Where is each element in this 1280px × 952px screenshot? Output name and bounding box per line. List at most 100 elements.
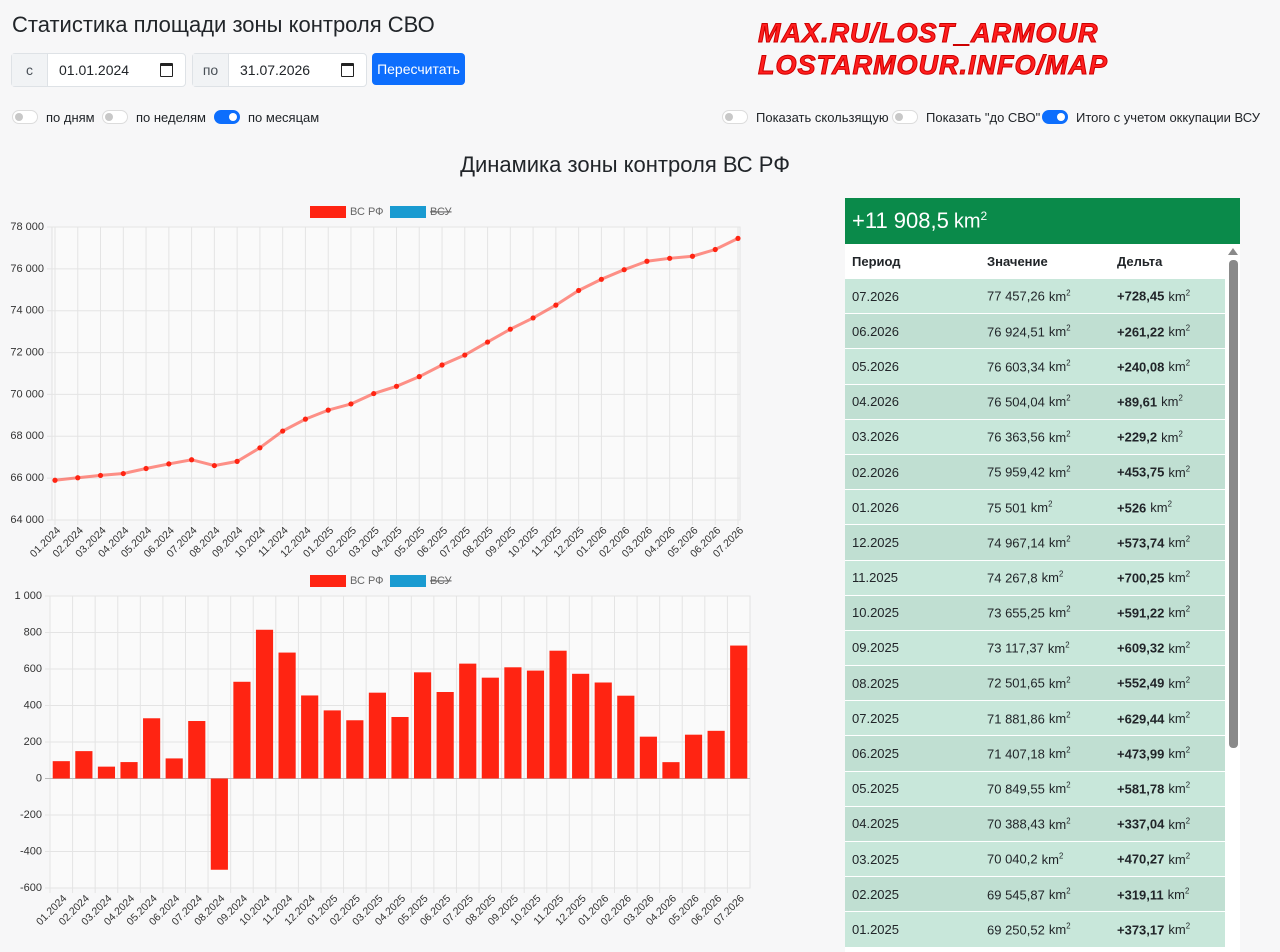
cell-unit: km2 xyxy=(1168,675,1191,691)
table-cell: 76 924,51 km2 xyxy=(987,324,1117,339)
bar xyxy=(233,681,251,779)
data-point xyxy=(120,470,126,477)
cell-unit-power: 2 xyxy=(1065,640,1070,650)
toggle-switch[interactable] xyxy=(892,110,918,124)
table-cell: 02.2026 xyxy=(845,465,987,480)
toggle[interactable]: по месяцам xyxy=(214,109,319,125)
data-point xyxy=(598,276,605,282)
table-cell: +526 km2 xyxy=(1117,500,1225,515)
calendar-icon[interactable] xyxy=(341,63,354,77)
toggle[interactable]: по дням xyxy=(12,109,95,125)
cell-text: 05.2025 xyxy=(852,781,899,797)
cell-unit: km2 xyxy=(1168,534,1191,551)
table-row: 03.2026 76 363,56 km2 +229,2 km2 xyxy=(845,418,1225,454)
cell-text: 07.2025 xyxy=(852,710,899,726)
cell-unit-power: 2 xyxy=(1185,323,1191,333)
cell-unit-power: 2 xyxy=(1185,675,1191,685)
date-from[interactable]: с 01.01.2024 xyxy=(11,53,186,87)
y-tick-label: -200 xyxy=(20,809,42,821)
legend-swatch xyxy=(310,575,346,587)
cell-unit: km2 xyxy=(1041,851,1064,867)
cell-unit: km2 xyxy=(1030,499,1053,515)
table-cell: 06.2025 xyxy=(845,746,987,761)
bar xyxy=(684,734,703,779)
total-value: +11 908,5 xyxy=(852,208,949,233)
cell-unit: km2 xyxy=(1150,499,1172,515)
table-cell: 07.2025 xyxy=(845,711,987,726)
cell-text: 06.2026 xyxy=(852,323,899,339)
total-unit: km2 xyxy=(953,208,988,233)
table-row: 03.2025 70 040,2 km2 +470,27 km2 xyxy=(845,841,1225,877)
toggle-switch[interactable] xyxy=(214,110,240,124)
cell-unit-power: 2 xyxy=(1066,323,1071,333)
cell-unit: km2 xyxy=(1168,323,1191,339)
cell-unit: km2 xyxy=(1168,605,1191,621)
cell-unit: km2 xyxy=(1048,605,1071,621)
data-point xyxy=(348,401,354,407)
y-tick-label: 600 xyxy=(24,663,42,675)
date-to[interactable]: по 31.07.2026 xyxy=(192,53,367,87)
toggle[interactable]: Итого с учетом оккупации ВСУ xyxy=(1042,109,1260,125)
bar xyxy=(459,663,477,779)
toggle-switch[interactable] xyxy=(12,110,38,124)
cell-text: 11.2025 xyxy=(852,570,899,586)
cell-text: +573,74 xyxy=(1117,535,1165,551)
cell-text: 01.2026 xyxy=(852,499,899,515)
y-tick-label: 76 000 xyxy=(10,263,44,275)
data-point xyxy=(302,416,309,422)
toggle-switch[interactable] xyxy=(722,110,748,124)
recalc-button[interactable]: Пересчитать xyxy=(372,53,465,85)
scroll-arrow[interactable] xyxy=(1228,248,1238,255)
table-cell: +591,22 km2 xyxy=(1117,605,1225,620)
cell-unit: km2 xyxy=(1168,358,1191,375)
table-row: 06.2026 76 924,51 km2 +261,22 km2 xyxy=(845,313,1225,349)
scrollbar[interactable] xyxy=(1229,260,1238,748)
bar xyxy=(639,736,657,779)
toggle[interactable]: Показать скользящую xyxy=(722,109,889,125)
cell-unit: km2 xyxy=(1048,781,1071,797)
column-header: Значение xyxy=(987,253,1048,269)
cell-text: 08.2025 xyxy=(852,675,899,691)
table-cell: 04.2025 xyxy=(845,816,987,831)
cell-unit-power: 2 xyxy=(1178,429,1183,439)
bar xyxy=(617,695,635,779)
toggle[interactable]: по неделям xyxy=(102,109,206,125)
table-cell: +728,45 km2 xyxy=(1117,288,1225,303)
cell-unit-power: 2 xyxy=(1066,675,1071,685)
cell-unit-power: 2 xyxy=(1185,851,1191,861)
y-tick-label: 800 xyxy=(24,626,42,638)
table-cell: 03.2026 xyxy=(845,429,987,444)
cell-unit-power: 2 xyxy=(1066,781,1071,791)
cell-unit-power: 2 xyxy=(1066,358,1071,368)
toggle-label: по неделям xyxy=(136,109,206,125)
toggle-switch[interactable] xyxy=(1042,110,1068,124)
calendar-icon[interactable] xyxy=(160,63,173,77)
toggle-knob xyxy=(15,113,23,121)
cell-unit: km2 xyxy=(1048,534,1071,551)
cell-text: 70 388,43 xyxy=(987,816,1045,832)
cell-unit-power: 2 xyxy=(1066,464,1071,474)
cell-unit: km2 xyxy=(1048,816,1071,832)
cell-text: 05.2026 xyxy=(852,358,899,374)
cell-unit-power: 2 xyxy=(1185,288,1191,298)
cell-text: +473,99 xyxy=(1117,746,1165,762)
table-cell: 05.2025 xyxy=(845,781,987,796)
bar xyxy=(165,758,183,779)
table-cell: 73 655,25 km2 xyxy=(987,605,1117,620)
section-title: Динамика зоны контроля ВС РФ xyxy=(460,152,790,177)
toggle-switch[interactable] xyxy=(102,110,128,124)
y-tick-label: 72 000 xyxy=(10,346,44,358)
total-unit-power: 2 xyxy=(980,208,988,223)
table-cell: 11.2025 xyxy=(845,570,987,585)
table-cell: 70 388,43 km2 xyxy=(987,816,1117,831)
cell-unit-power: 2 xyxy=(1184,886,1190,896)
table-row: 07.2025 71 881,86 km2 +629,44 km2 xyxy=(845,700,1225,736)
cell-unit-power: 2 xyxy=(1185,781,1191,791)
bar xyxy=(97,766,116,779)
cell-unit: km2 xyxy=(1047,640,1070,656)
data-point xyxy=(143,465,149,472)
data-point xyxy=(280,428,286,434)
table-cell: +319,11 km2 xyxy=(1117,887,1225,902)
bar xyxy=(662,762,680,779)
toggle[interactable]: Показать "до СВО" xyxy=(892,109,1040,125)
